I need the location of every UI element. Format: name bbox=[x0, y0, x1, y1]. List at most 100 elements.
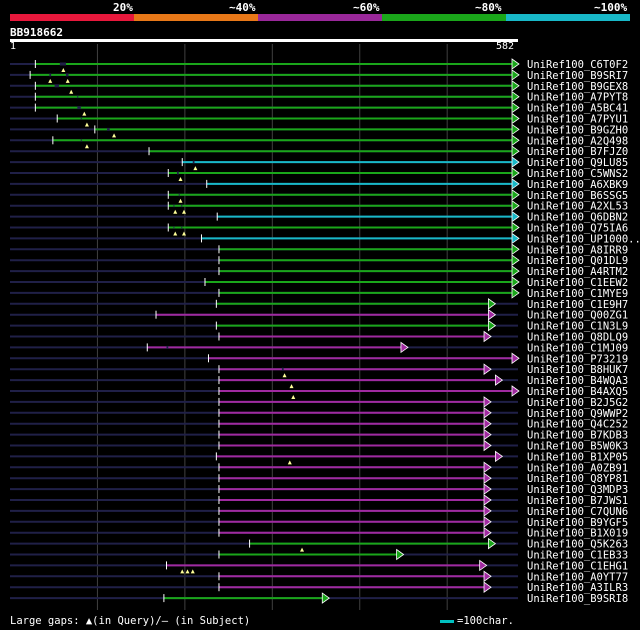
legend-band-purple bbox=[258, 14, 382, 21]
hit-end-arrow bbox=[511, 385, 520, 397]
hit-label: UniRef100_A6XBK9 bbox=[527, 179, 628, 191]
legend-mark-80: ~80% bbox=[475, 1, 502, 14]
large-gaps-legend: Large gaps: ▲(in Query)/– (in Subject) bbox=[10, 615, 251, 627]
hit-end-arrow bbox=[487, 298, 497, 310]
hit-end-arrow bbox=[487, 537, 497, 550]
hit-label: UniRef100_C1E9H7 bbox=[527, 299, 628, 311]
hit-label: UniRef100_B5W0K3 bbox=[527, 441, 628, 453]
hit-end-arrow bbox=[483, 407, 492, 419]
query-gap-marker bbox=[61, 68, 66, 72]
hit-label: UniRef100_C1MYE9 bbox=[527, 288, 628, 300]
hit-end-arrow bbox=[494, 450, 504, 463]
hit-end-arrow bbox=[483, 363, 492, 375]
hit-end-arrow bbox=[511, 167, 520, 179]
hit-end-arrow bbox=[511, 276, 520, 288]
hit-label: UniRef100_Q00ZG1 bbox=[527, 310, 628, 322]
query-gap-marker bbox=[181, 231, 186, 236]
hit-label: UniRef100_A7PYT8 bbox=[527, 92, 628, 104]
query-gap-marker bbox=[65, 78, 70, 83]
hit-label: UniRef100_A7PYU1 bbox=[527, 114, 628, 126]
hit-label: UniRef100_A3ILR3 bbox=[527, 582, 628, 594]
hit-end-arrow bbox=[511, 243, 520, 256]
query-gap-marker bbox=[84, 122, 89, 127]
hit-end-arrow bbox=[511, 221, 520, 234]
query-gap-marker bbox=[112, 133, 117, 138]
legend-mark-20: 20% bbox=[113, 1, 133, 14]
query-gap-marker bbox=[289, 384, 294, 389]
hit-label: UniRef100_B9SRI7 bbox=[527, 70, 628, 82]
hit-label: UniRef100_B9GEX8 bbox=[527, 81, 628, 93]
hit-label: UniRef100_B7FJZ0 bbox=[527, 146, 628, 158]
query-id: BB918662 bbox=[10, 26, 63, 39]
hit-label: UniRef100_A5BC41 bbox=[527, 103, 628, 115]
hit-end-arrow bbox=[511, 112, 520, 125]
hit-label: UniRef100_Q75IA6 bbox=[527, 223, 628, 235]
hit-end-arrow bbox=[483, 494, 492, 506]
query-gap-marker bbox=[69, 89, 74, 94]
hit-label: UniRef100_B8HUK7 bbox=[527, 364, 628, 376]
hit-label: UniRef100_C6T0F2 bbox=[527, 59, 628, 71]
hit-label: UniRef100_Q4C252 bbox=[527, 419, 628, 431]
legend-band-cyan bbox=[506, 14, 630, 21]
hit-label: UniRef100_C1N3L9 bbox=[527, 321, 628, 333]
query-gap-marker bbox=[300, 547, 305, 552]
hit-end-arrow bbox=[511, 90, 520, 103]
scale-label: =100char. bbox=[457, 615, 514, 627]
hit-end-arrow bbox=[483, 330, 492, 343]
query-gap-marker bbox=[282, 373, 287, 378]
hit-label: UniRef100_Q6DBN2 bbox=[527, 212, 628, 224]
query-gap-marker bbox=[178, 198, 183, 203]
scale-bar bbox=[440, 619, 454, 623]
hit-end-arrow bbox=[479, 559, 488, 572]
hit-overview: UniRef100_C6T0F2UniRef100_B9SRI7UniRef10… bbox=[10, 44, 640, 610]
hit-end-arrow bbox=[511, 265, 520, 277]
query-gap-marker bbox=[185, 569, 190, 574]
hit-label: UniRef100_C1EB33 bbox=[527, 550, 628, 562]
hit-label: UniRef100_C7QUN6 bbox=[527, 506, 628, 518]
query-gap-marker bbox=[82, 111, 87, 116]
identity-legend: 20% ~40% ~60% ~80% ~100% bbox=[10, 0, 630, 22]
query-gap-marker bbox=[173, 231, 178, 236]
hit-end-arrow bbox=[487, 308, 497, 321]
query-gap-marker bbox=[178, 177, 183, 181]
hit-label: UniRef100_B1X019 bbox=[527, 528, 628, 540]
hit-end-arrow bbox=[483, 570, 492, 583]
hit-end-arrow bbox=[511, 123, 520, 136]
hit-end-arrow bbox=[511, 156, 520, 168]
hit-end-arrow bbox=[511, 254, 520, 266]
legend-band-green bbox=[382, 14, 506, 21]
hit-label: UniRef100_B7JWS1 bbox=[527, 495, 628, 507]
hit-label: UniRef100_P73219 bbox=[527, 353, 628, 365]
query-gap-marker bbox=[48, 78, 53, 83]
query-gap-marker bbox=[193, 166, 198, 171]
query-gap-marker bbox=[287, 460, 292, 465]
hit-end-arrow bbox=[400, 341, 409, 354]
hit-end-arrow bbox=[321, 592, 330, 604]
hit-end-arrow bbox=[483, 428, 492, 441]
legend-mark-60: ~60% bbox=[353, 1, 380, 14]
legend-band-orange bbox=[134, 14, 258, 21]
legend-band-red bbox=[10, 14, 134, 21]
hit-end-arrow bbox=[511, 199, 520, 212]
hit-end-arrow bbox=[483, 581, 492, 593]
hit-end-arrow bbox=[511, 134, 520, 147]
legend-mark-100: ~100% bbox=[594, 1, 628, 14]
hit-label: UniRef100_B6SSG5 bbox=[527, 190, 628, 202]
hit-label: UniRef100_A2XL53 bbox=[527, 201, 628, 213]
hit-end-arrow bbox=[483, 417, 492, 430]
hit-label: UniRef100_Q3MDP3 bbox=[527, 484, 628, 496]
hit-end-arrow bbox=[483, 472, 492, 484]
query-gap-marker bbox=[291, 395, 296, 399]
hit-end-arrow bbox=[511, 101, 520, 114]
hit-label: UniRef100_C1EHG1 bbox=[527, 560, 628, 572]
query-gap-marker bbox=[190, 569, 195, 574]
hit-end-arrow bbox=[511, 189, 520, 201]
query-gap-marker bbox=[173, 209, 178, 214]
hit-end-arrow bbox=[511, 69, 520, 81]
hit-end-arrow bbox=[483, 505, 492, 517]
hit-label: UniRef100_B9SRI8 bbox=[527, 593, 628, 605]
hit-end-arrow bbox=[483, 439, 492, 452]
hit-label: UniRef100_Q01DL9 bbox=[527, 255, 628, 267]
hit-label: UniRef100_C1EEW2 bbox=[527, 277, 628, 289]
hit-end-arrow bbox=[511, 80, 520, 92]
